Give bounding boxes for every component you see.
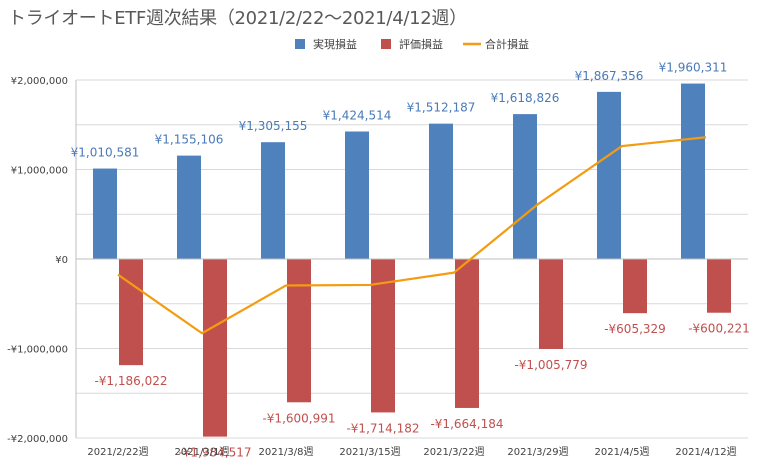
bar-unrealized (287, 259, 311, 403)
y-tick-label: ¥0 (55, 255, 68, 266)
x-tick-label: 2021/3/29週 (507, 446, 568, 458)
data-label-unrealized: -¥1,005,779 (514, 358, 587, 372)
data-label-realized: ¥1,010,581 (71, 146, 140, 160)
x-tick-label: 2021/3/22週 (423, 446, 484, 458)
data-label-realized: ¥1,960,311 (659, 61, 728, 75)
data-label-unrealized: -¥1,600,991 (262, 411, 335, 425)
legend-label: 合計損益 (485, 37, 529, 51)
bar-unrealized (539, 259, 563, 350)
bar-unrealized (707, 259, 731, 313)
x-tick-label: 2021/3/15週 (339, 446, 400, 458)
bar-realized (93, 168, 117, 259)
data-label-realized: ¥1,512,187 (407, 101, 476, 115)
x-tick-label: 2021/4/12週 (675, 446, 736, 458)
x-tick-label: 2021/4/5週 (595, 446, 650, 458)
legend-label: 実現損益 (313, 37, 357, 51)
data-label-realized: ¥1,618,826 (491, 91, 560, 105)
bar-realized (261, 142, 285, 259)
bar-realized (177, 155, 201, 259)
data-label-realized: ¥1,867,356 (575, 69, 644, 83)
y-tick-label: ¥1,000,000 (11, 166, 68, 177)
bar-unrealized (623, 259, 647, 314)
x-tick-label: 2021/3/8週 (259, 446, 314, 458)
data-label-unrealized: -¥1,714,182 (346, 421, 419, 435)
legend-swatch (381, 39, 391, 49)
bar-unrealized (203, 259, 227, 437)
y-tick-label: -¥1,000,000 (7, 345, 68, 356)
data-label-realized: ¥1,424,514 (323, 109, 392, 123)
data-label-unrealized: -¥1,984,517 (178, 446, 251, 460)
bar-realized (597, 91, 621, 259)
legend-swatch (295, 39, 305, 49)
data-label-unrealized: -¥1,186,022 (94, 374, 167, 388)
y-tick-label: -¥2,000,000 (7, 434, 68, 445)
y-tick-label: ¥2,000,000 (11, 76, 68, 87)
x-tick-label: 2021/2/22週 (87, 446, 148, 458)
data-label-unrealized: -¥600,221 (688, 322, 750, 336)
bar-realized (681, 83, 705, 260)
x-tick-label: 2021/3/1週 (175, 446, 230, 458)
data-label-unrealized: -¥605,329 (604, 322, 666, 336)
bar-unrealized (455, 259, 479, 408)
bar-unrealized (119, 259, 143, 366)
bar-realized (429, 123, 453, 259)
chart-title: トライオートETF週次結果（2021/2/22〜2021/4/12週） (8, 8, 467, 29)
data-label-realized: ¥1,155,106 (155, 133, 224, 147)
data-label-realized: ¥1,305,155 (239, 119, 308, 133)
legend-label: 評価損益 (399, 37, 443, 51)
line-total (117, 136, 707, 335)
bar-realized (513, 114, 537, 259)
data-label-unrealized: -¥1,664,184 (430, 417, 503, 431)
bar-realized (345, 131, 369, 259)
